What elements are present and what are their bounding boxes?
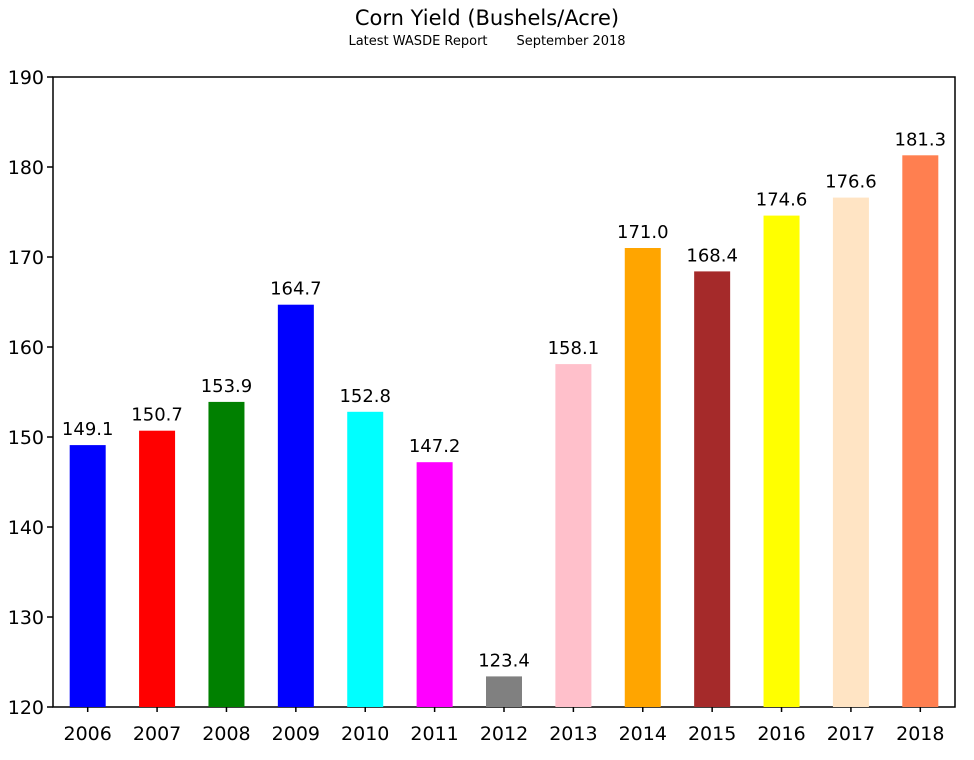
bar [69, 445, 106, 707]
bar [555, 364, 592, 707]
data-label: 158.1 [548, 338, 600, 359]
x-tick-label: 2010 [341, 723, 389, 745]
subtitle-report: Latest WASDE Report [348, 34, 488, 49]
y-tick-label: 120 [8, 697, 44, 719]
y-tick-label: 190 [8, 67, 44, 89]
bar [902, 155, 939, 708]
bar [763, 215, 800, 707]
x-tick-label: 2015 [688, 723, 736, 745]
x-tick-label: 2006 [64, 723, 112, 745]
data-label: 150.7 [131, 405, 183, 426]
data-label: 149.1 [62, 419, 114, 440]
x-tick-label: 2007 [133, 723, 181, 745]
x-tick-label: 2016 [757, 723, 805, 745]
chart-subtitle: Latest WASDE Report September 2018 [0, 34, 974, 49]
data-label: 174.6 [756, 190, 808, 211]
y-tick-label: 150 [8, 427, 44, 449]
chart-title: Corn Yield (Bushels/Acre) [354, 6, 620, 30]
bar [416, 462, 453, 707]
data-label: 152.8 [339, 386, 391, 407]
bar [139, 430, 176, 707]
data-label: 123.4 [478, 650, 530, 671]
y-tick-label: 160 [8, 337, 44, 359]
x-tick-label: 2009 [272, 723, 320, 745]
data-label: 176.6 [825, 172, 877, 193]
data-label: 153.9 [201, 376, 253, 397]
x-tick-label: 2008 [202, 723, 250, 745]
plot-frame [52, 76, 956, 708]
x-tick-label: 2012 [480, 723, 528, 745]
x-tick-label: 2018 [896, 723, 944, 745]
y-tick-label: 130 [8, 607, 44, 629]
data-label: 168.4 [686, 245, 738, 266]
x-tick-label: 2011 [410, 723, 458, 745]
bar [277, 304, 314, 707]
bar [832, 197, 869, 707]
data-label: 181.3 [895, 129, 947, 150]
bar [624, 248, 661, 707]
bar [208, 401, 245, 707]
subtitle-date: September 2018 [516, 34, 626, 49]
y-tick-label: 180 [8, 157, 44, 179]
bar [486, 676, 522, 707]
x-tick-label: 2013 [549, 723, 597, 745]
data-label: 164.7 [270, 279, 322, 300]
y-tick-label: 140 [8, 517, 44, 539]
data-label: 171.0 [617, 222, 669, 243]
bar [694, 271, 731, 707]
x-tick-label: 2014 [619, 723, 667, 745]
data-label: 147.2 [409, 436, 461, 457]
y-tick-label: 170 [8, 247, 44, 269]
bar [347, 411, 384, 707]
x-tick-label: 2017 [827, 723, 875, 745]
